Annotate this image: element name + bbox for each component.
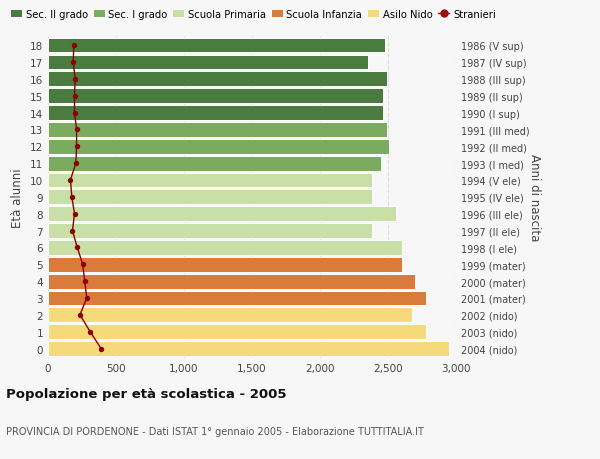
Bar <box>48 325 426 339</box>
Y-axis label: Anni di nascita: Anni di nascita <box>527 154 541 241</box>
Legend: Sec. II grado, Sec. I grado, Scuola Primaria, Scuola Infanzia, Asilo Nido, Stran: Sec. II grado, Sec. I grado, Scuola Prim… <box>11 10 496 20</box>
Bar <box>48 56 368 70</box>
Bar <box>48 308 412 323</box>
Bar <box>48 173 371 188</box>
Point <box>96 345 106 353</box>
Point <box>71 160 80 168</box>
Point <box>70 211 79 218</box>
Point <box>70 76 80 83</box>
Point <box>70 110 79 117</box>
Point <box>82 295 92 302</box>
Bar <box>48 291 426 306</box>
Point <box>73 244 82 252</box>
Bar <box>48 257 401 272</box>
Bar <box>48 241 401 255</box>
Bar <box>48 89 383 104</box>
Bar <box>48 341 449 356</box>
Point <box>75 312 85 319</box>
Text: PROVINCIA DI PORDENONE - Dati ISTAT 1° gennaio 2005 - Elaborazione TUTTITALIA.IT: PROVINCIA DI PORDENONE - Dati ISTAT 1° g… <box>6 426 424 436</box>
Point <box>69 42 79 50</box>
Bar <box>48 140 389 154</box>
Bar <box>48 207 396 222</box>
Point <box>85 328 95 336</box>
Bar <box>48 72 386 87</box>
Text: Popolazione per età scolastica - 2005: Popolazione per età scolastica - 2005 <box>6 387 287 400</box>
Point <box>72 126 82 134</box>
Point <box>65 177 75 184</box>
Point <box>70 93 79 100</box>
Bar <box>48 106 383 121</box>
Point <box>67 194 77 201</box>
Point <box>68 59 78 67</box>
Bar <box>48 157 381 171</box>
Bar <box>48 274 415 289</box>
Y-axis label: Età alunni: Età alunni <box>11 168 25 227</box>
Point <box>72 143 82 151</box>
Point <box>80 278 89 285</box>
Point <box>78 261 88 269</box>
Point <box>68 227 77 235</box>
Bar <box>48 224 371 238</box>
Bar <box>48 123 386 138</box>
Bar <box>48 190 371 205</box>
Bar <box>48 39 385 53</box>
